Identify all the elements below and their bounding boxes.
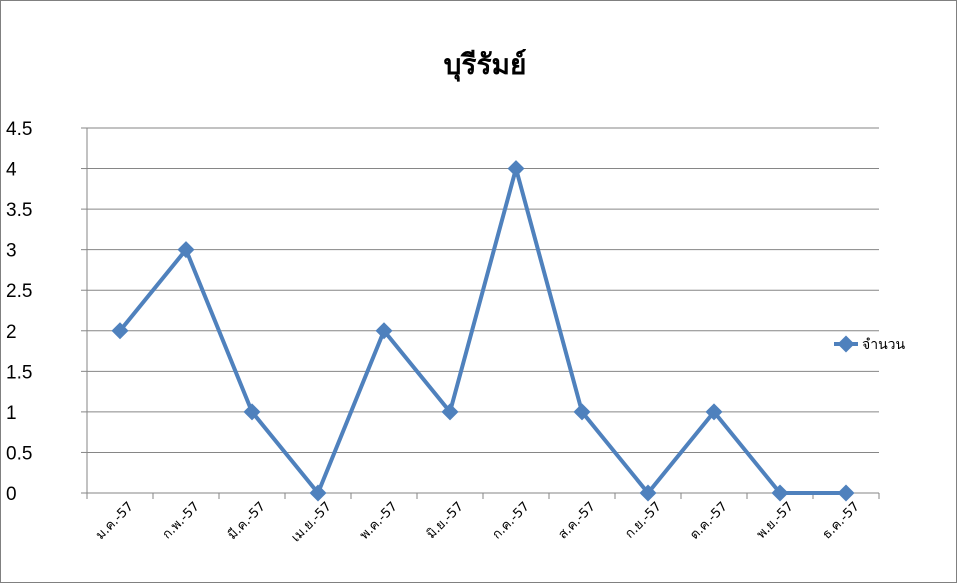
legend-marker bbox=[837, 335, 855, 353]
x-tick-label: ก.ย.-57 bbox=[622, 499, 664, 541]
data-point-marker bbox=[441, 403, 459, 421]
series-group bbox=[111, 160, 855, 502]
y-tick-label: 3 bbox=[6, 241, 17, 262]
legend-label: จำนวน bbox=[862, 337, 905, 353]
chart-title: บุรีรัมย์ bbox=[444, 48, 527, 82]
data-point-marker bbox=[309, 484, 327, 502]
data-point-marker bbox=[837, 484, 855, 502]
x-axis: ม.ค.-57 ก.พ.-57 มี.ค.-57 เม.ย.-57 พ.ค.-57 มิ.… bbox=[86, 492, 880, 545]
x-tick-label: ส.ค.-57 bbox=[556, 499, 599, 542]
x-tick-label: มิ.ย.-57 bbox=[424, 499, 467, 542]
y-tick-label: 1 bbox=[6, 403, 17, 424]
x-tick-label: มี.ค.-57 bbox=[224, 499, 268, 543]
data-point-marker bbox=[507, 160, 525, 178]
data-point-marker bbox=[375, 322, 393, 340]
x-tick-label: ต.ค.-57 bbox=[687, 499, 731, 543]
y-tick-label: 4.5 bbox=[6, 119, 32, 140]
data-point-marker bbox=[573, 403, 591, 421]
data-point-marker bbox=[177, 241, 195, 259]
y-axis: 0 0.5 1 1.5 2 2.5 3 3.5 4 4.5 bbox=[6, 119, 88, 505]
y-tick-label: 2 bbox=[6, 322, 17, 343]
y-tick-label: 3.5 bbox=[6, 200, 32, 221]
y-tick-label: 1.5 bbox=[6, 362, 32, 383]
data-point-marker bbox=[639, 484, 657, 502]
data-point-marker bbox=[771, 484, 789, 502]
y-tick-label: 0 bbox=[6, 484, 17, 505]
x-tick-label: ก.พ.-57 bbox=[160, 499, 203, 542]
data-point-marker bbox=[243, 403, 261, 421]
data-point-marker bbox=[705, 403, 723, 421]
x-tick-label: พ.ย.-57 bbox=[754, 499, 797, 542]
x-tick-label: ม.ค.-57 bbox=[93, 499, 137, 543]
x-tick-label: พ.ค.-57 bbox=[357, 499, 401, 543]
x-tick-label: เม.ย.-57 bbox=[289, 499, 335, 545]
series-line bbox=[118, 166, 846, 495]
y-tick-label: 4 bbox=[6, 160, 17, 181]
legend: จำนวน bbox=[834, 335, 905, 353]
x-tick-label: ธ.ค.-57 bbox=[820, 499, 863, 542]
data-point-marker bbox=[111, 322, 129, 340]
x-tick-label: ก.ค.-57 bbox=[490, 499, 533, 542]
y-tick-label: 0.5 bbox=[6, 443, 32, 464]
y-tick-label: 2.5 bbox=[6, 281, 32, 302]
